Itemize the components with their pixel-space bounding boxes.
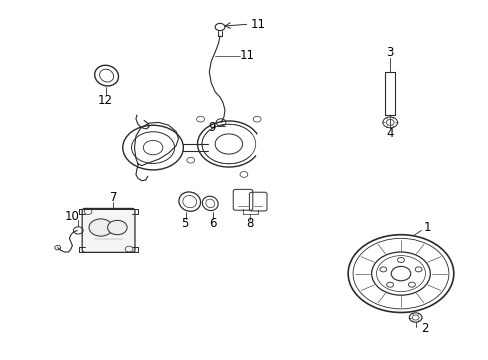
Text: 2: 2 <box>420 322 427 335</box>
Text: 7: 7 <box>109 191 117 204</box>
Circle shape <box>89 219 112 236</box>
Text: 10: 10 <box>65 210 80 222</box>
FancyBboxPatch shape <box>82 208 135 252</box>
Text: 8: 8 <box>246 217 254 230</box>
Text: 4: 4 <box>386 127 393 140</box>
Text: 11: 11 <box>250 18 265 31</box>
Text: 1: 1 <box>423 221 431 234</box>
Text: 6: 6 <box>208 217 216 230</box>
Text: 12: 12 <box>98 94 113 107</box>
Circle shape <box>107 220 127 235</box>
Text: 11: 11 <box>240 49 254 62</box>
Text: 3: 3 <box>386 46 393 59</box>
Text: 9: 9 <box>207 121 215 134</box>
Text: 5: 5 <box>181 217 188 230</box>
